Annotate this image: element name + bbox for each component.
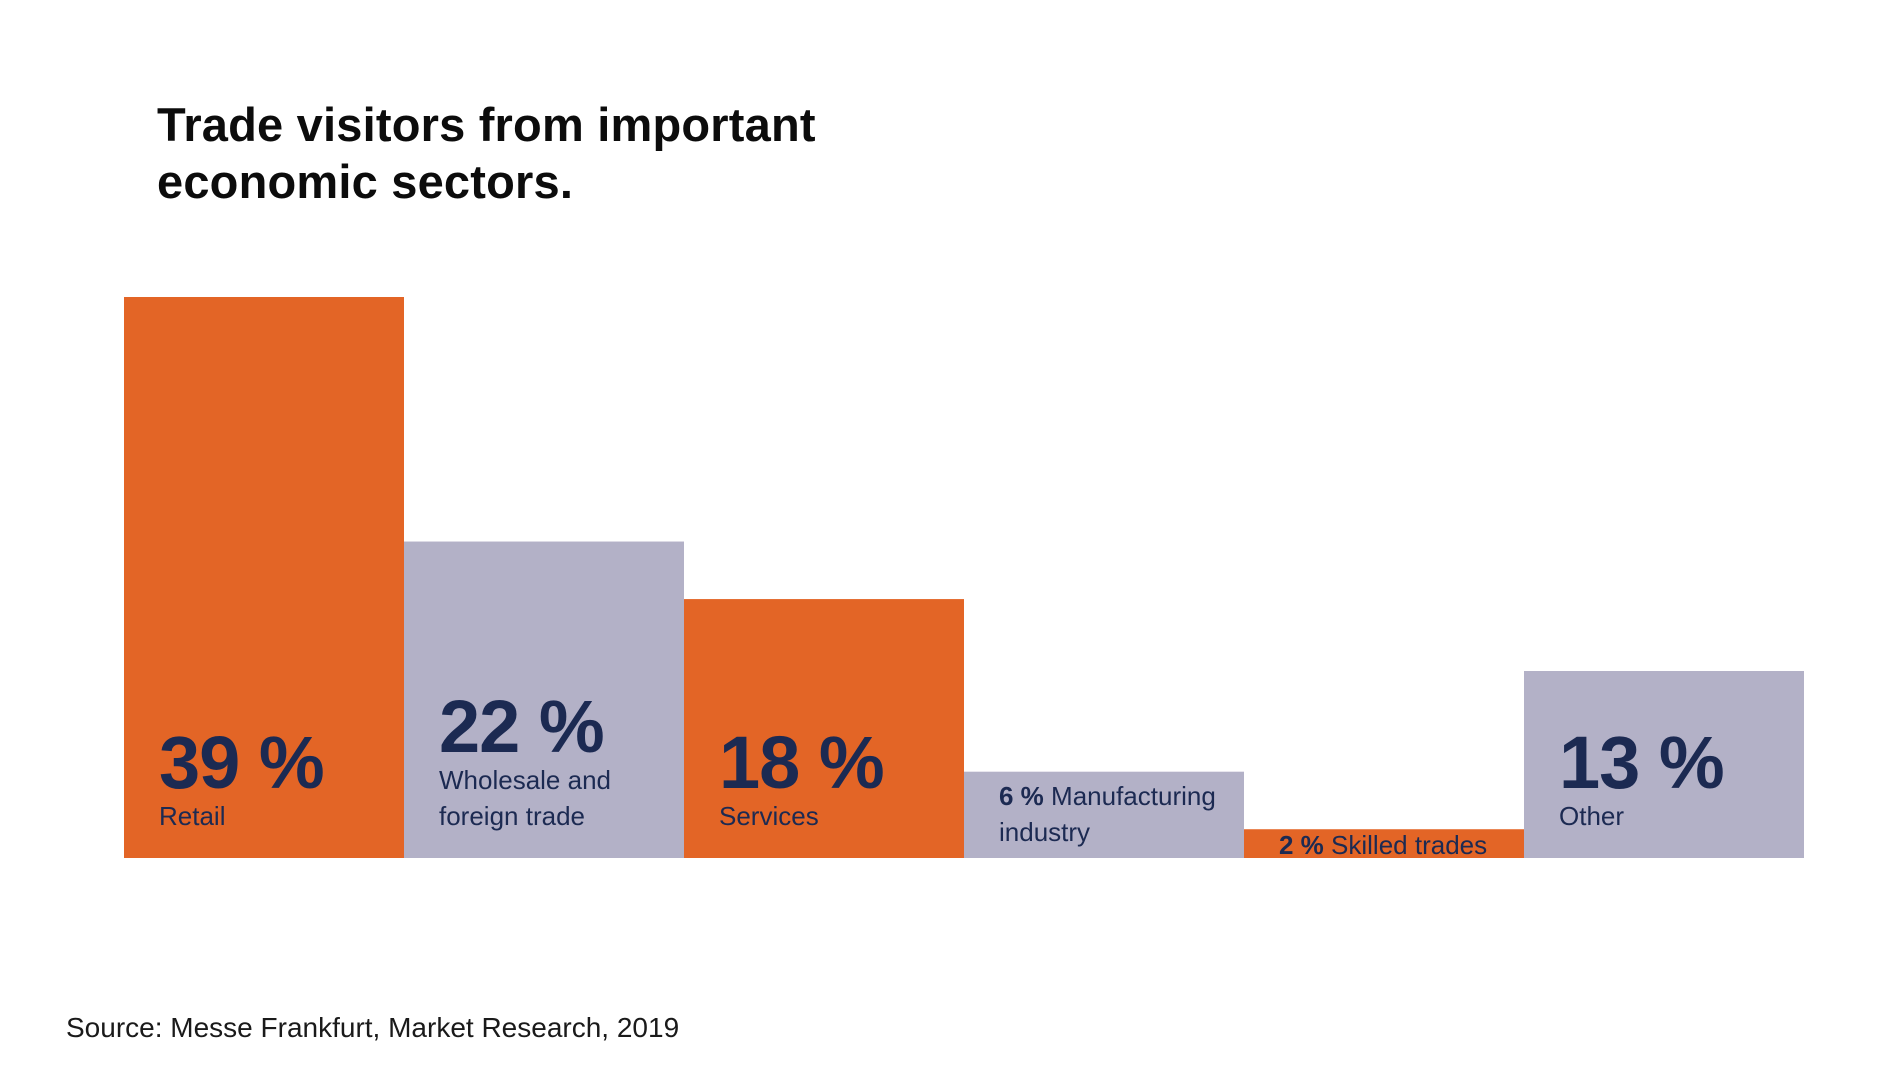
source-note: Source: Messe Frankfurt, Market Research… xyxy=(66,1012,680,1043)
bar-services xyxy=(684,599,964,858)
bar-label: 39 % Retail xyxy=(159,721,325,834)
category-label: foreign trade xyxy=(439,801,585,831)
value-label: 6 % xyxy=(999,780,1044,811)
bars-group xyxy=(124,297,1804,858)
bar-label: 2 % Skilled trades xyxy=(1279,827,1487,863)
value-label: 18 % xyxy=(719,721,885,804)
bar-skilled-trades xyxy=(1244,829,1524,858)
bar-label: 22 % Wholesale and foreign trade xyxy=(439,685,611,834)
bar-retail xyxy=(124,297,404,858)
bar-other xyxy=(1524,671,1804,858)
bar-manufacturing-industry xyxy=(964,771,1244,858)
bar-label: 6 % Manufacturing industry xyxy=(999,778,1216,850)
category-label: Other xyxy=(1559,801,1625,831)
category-label: Manufacturing xyxy=(1043,780,1216,811)
bar-wholesale-and-foreign-trade xyxy=(404,541,684,858)
bar-label: 13 % Other xyxy=(1559,721,1725,834)
category-label: Skilled trades xyxy=(1323,829,1488,860)
bar-label: 18 % Services xyxy=(719,721,885,834)
value-label: 39 % xyxy=(159,721,325,804)
category-label: Retail xyxy=(159,801,226,831)
chart-title: Trade visitors from important economic s… xyxy=(157,98,816,208)
value-label: 22 % xyxy=(439,685,605,768)
value-label: 13 % xyxy=(1559,721,1725,804)
category-label: Services xyxy=(719,801,819,831)
category-label: Wholesale and xyxy=(439,765,611,795)
value-label: 2 % xyxy=(1279,829,1324,860)
category-label: industry xyxy=(999,816,1091,847)
